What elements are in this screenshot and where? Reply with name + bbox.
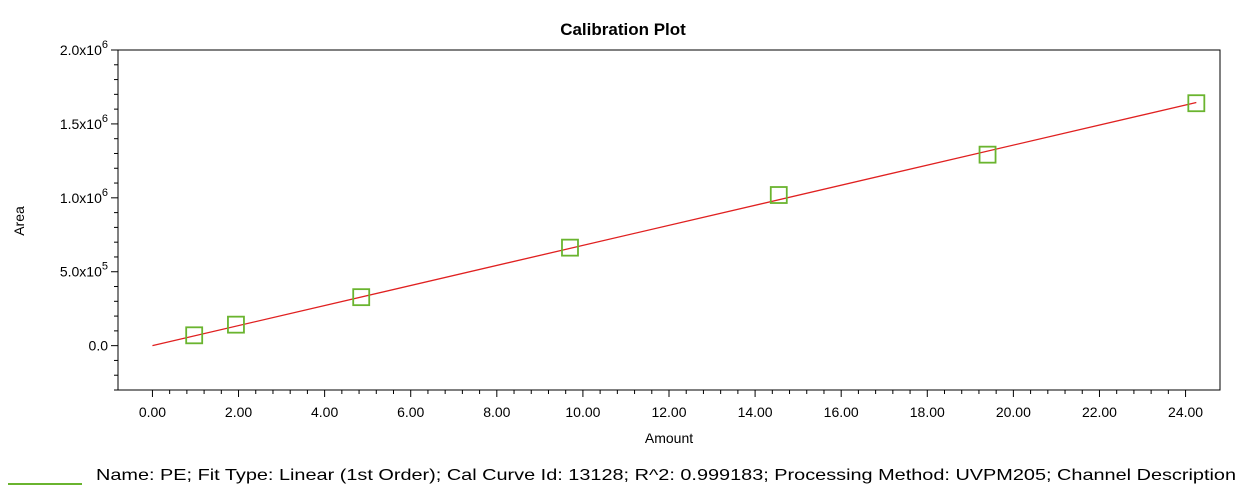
y-tick-mantissa: 2.0x10 xyxy=(60,42,102,58)
data-point xyxy=(352,288,371,307)
y-tick-exponent: 6 xyxy=(102,39,108,51)
plot-frame xyxy=(117,49,1221,391)
x-tick-label: 20.00 xyxy=(996,404,1031,420)
y-tick-mantissa: 5.0x10 xyxy=(60,264,102,280)
y-tick-exponent: 6 xyxy=(102,187,108,199)
x-tick-label: 10.00 xyxy=(565,404,600,420)
x-tick-label: 14.00 xyxy=(738,404,773,420)
y-tick-mantissa: 1.0x10 xyxy=(60,190,102,206)
data-point xyxy=(978,145,997,164)
y-tick-exponent: 6 xyxy=(102,113,108,125)
data-point xyxy=(1187,94,1206,113)
legend-text: Name: PE; Fit Type: Linear (1st Order); … xyxy=(96,467,1236,484)
chart-title: Calibration Plot xyxy=(560,20,686,39)
data-point xyxy=(769,186,788,204)
x-tick-label: 2.00 xyxy=(225,404,252,420)
x-tick-label: 12.00 xyxy=(651,404,686,420)
data-point xyxy=(185,326,204,345)
x-tick-label: 22.00 xyxy=(1082,404,1117,420)
y-tick-label: 5.0x105 xyxy=(60,261,108,280)
y-tick-label: 1.0x106 xyxy=(60,187,108,206)
fit-line xyxy=(152,101,1197,347)
x-axis-label: Amount xyxy=(645,430,693,446)
x-tick-label: 18.00 xyxy=(910,404,945,420)
x-tick-label: 8.00 xyxy=(483,404,510,420)
y-tick-label: 2.0x106 xyxy=(60,39,108,58)
y-axis-label: Area xyxy=(11,206,27,236)
x-axis: 0.00 2.00 4.00 6.00 8.00 10.00 12.00 14.00 16.00… xyxy=(139,390,1203,420)
x-tick-label: 0.00 xyxy=(139,404,166,420)
y-tick-label: 1.5x106 xyxy=(60,113,108,132)
data-point xyxy=(227,315,245,334)
x-tick-label: 16.00 xyxy=(824,404,859,420)
data-point xyxy=(561,238,579,257)
data-points xyxy=(185,94,1206,345)
x-tick-label: 24.00 xyxy=(1168,404,1203,420)
y-tick-mantissa: 0.0 xyxy=(89,338,109,354)
y-tick-label: 0.0 xyxy=(89,338,109,354)
x-tick-label: 4.00 xyxy=(311,404,338,420)
x-tick-label: 6.00 xyxy=(397,404,424,420)
y-tick-exponent: 5 xyxy=(102,261,108,273)
y-tick-mantissa: 1.5x10 xyxy=(60,116,102,132)
